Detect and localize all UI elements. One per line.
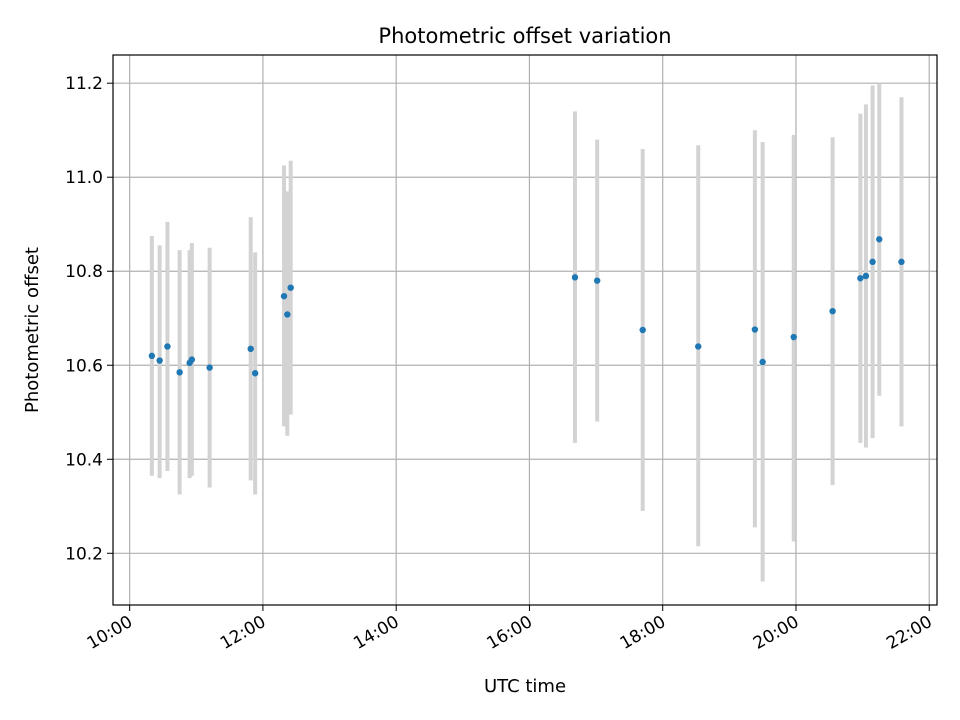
data-point (857, 275, 864, 282)
data-point (829, 307, 836, 315)
x-tick-label: 16:00 (484, 612, 536, 654)
data-point (164, 343, 171, 350)
data-points (148, 236, 905, 377)
y-tick-label: 11.2 (65, 74, 103, 94)
x-tick-label: 12:00 (217, 612, 269, 654)
data-point (862, 272, 870, 280)
x-axis-label: UTC time (484, 676, 566, 697)
data-point (695, 343, 702, 350)
y-tick-label: 10.6 (65, 356, 103, 376)
data-point (148, 352, 156, 360)
y-tick-label: 11.0 (65, 168, 103, 188)
data-point (188, 356, 196, 363)
data-point (280, 292, 288, 300)
x-tick-label: 10:00 (84, 612, 136, 654)
data-point (898, 258, 905, 266)
data-point (790, 333, 797, 341)
chart-title: Photometric offset variation (378, 24, 671, 48)
grid-layer (113, 55, 937, 605)
y-axis-label: Photometric offset (22, 247, 43, 413)
data-point (156, 357, 163, 364)
data-point (247, 345, 254, 353)
plot-frame (112, 54, 938, 606)
data-point (639, 326, 646, 334)
data-point (571, 274, 579, 281)
y-tick-label: 10.2 (65, 544, 103, 564)
y-tick-label: 10.4 (65, 450, 103, 470)
data-point (751, 326, 759, 333)
axis-ticks: 10:00 12:00 14:00 16:00 18:00 20:00 22:00 10.2 1… (65, 74, 936, 654)
data-point (759, 358, 766, 366)
data-point (251, 370, 259, 377)
data-point (287, 284, 294, 291)
data-point (869, 258, 876, 266)
x-tick-label: 14:00 (350, 612, 402, 654)
x-tick-label: 22:00 (883, 612, 935, 654)
x-tick-label: 18:00 (617, 612, 669, 654)
data-point (593, 277, 601, 284)
data-point (176, 369, 183, 376)
x-tick-label: 20:00 (750, 612, 802, 654)
data-point (206, 364, 213, 371)
data-point (284, 311, 291, 318)
error-bars (149, 83, 904, 582)
data-point (876, 236, 883, 243)
y-tick-label: 10.8 (65, 262, 103, 282)
